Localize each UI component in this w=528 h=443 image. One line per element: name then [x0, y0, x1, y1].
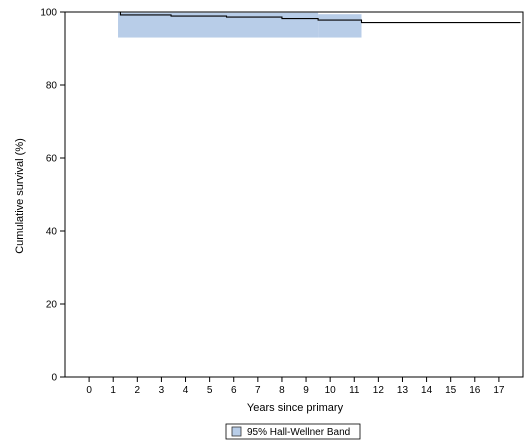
- x-tick-label: 17: [493, 385, 505, 396]
- x-tick-label: 6: [231, 385, 237, 396]
- x-tick-label: 16: [469, 385, 481, 396]
- x-tick-label: 8: [279, 385, 285, 396]
- confidence-band-segment: [118, 12, 319, 38]
- x-tick-label: 2: [135, 385, 141, 396]
- plot-frame: [64, 11, 524, 378]
- y-tick-label: 0: [51, 373, 57, 384]
- legend: 95% Hall-Wellner Band: [225, 423, 361, 440]
- y-tick-label: 60: [46, 154, 58, 165]
- x-tick-label: 14: [421, 385, 433, 396]
- x-tick-label: 13: [397, 385, 409, 396]
- x-axis-label: Years since primary: [247, 402, 344, 414]
- x-tick-label: 4: [183, 385, 189, 396]
- x-tick-label: 5: [207, 385, 213, 396]
- confidence-band-layer: [118, 12, 362, 38]
- y-tick-label: 80: [46, 81, 58, 92]
- confidence-band-segment: [318, 14, 362, 38]
- x-axis: 0 1 2 3 4 5 6 7 8 9 10 11 12 13 14 15 16 17: [86, 377, 505, 396]
- x-tick-label: 12: [373, 385, 385, 396]
- y-axis-label: Cumulative survival (%): [14, 138, 26, 254]
- x-tick-label: 1: [110, 385, 116, 396]
- survival-step-line: [89, 11, 521, 24]
- x-tick-label: 7: [255, 385, 261, 396]
- legend-frame: [225, 423, 361, 440]
- survival-curve-layer: [89, 11, 521, 24]
- legend-label: 95% Hall-Wellner Band: [247, 427, 350, 438]
- y-axis: 0 20 40 60 80 100: [40, 8, 65, 384]
- x-tick-label: 15: [445, 385, 457, 396]
- x-tick-label: 3: [159, 385, 165, 396]
- x-tick-label: 9: [303, 385, 309, 396]
- y-tick-label: 40: [46, 227, 58, 238]
- y-tick-label: 20: [46, 300, 58, 311]
- legend-swatch: [231, 426, 242, 437]
- x-tick-label: 0: [86, 385, 92, 396]
- y-tick-label: 100: [40, 8, 57, 19]
- x-tick-label: 11: [349, 385, 360, 396]
- x-tick-label: 10: [325, 385, 337, 396]
